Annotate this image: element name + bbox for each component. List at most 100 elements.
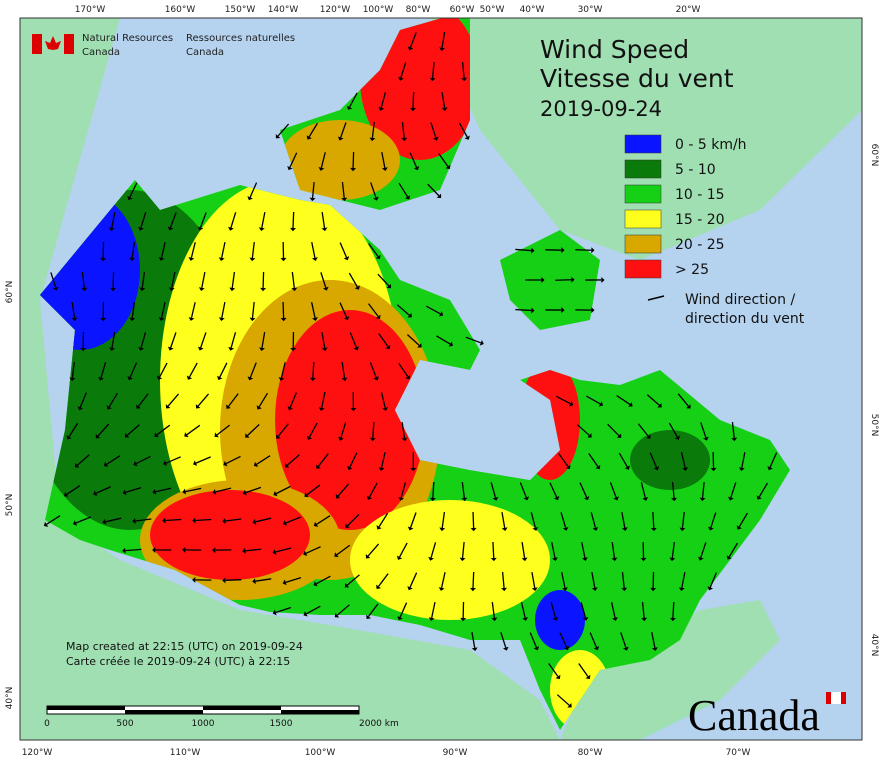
wind-arrow-head: [290, 227, 297, 232]
wind-arrow-head: [318, 167, 325, 171]
wind-arrow: [305, 605, 321, 615]
wind-arrow: [401, 421, 406, 439]
longitude-label: 70°W: [726, 748, 751, 758]
wind-arrow-head: [398, 76, 404, 81]
header: Natural Resources Canada Ressources natu…: [32, 33, 295, 58]
wind-arrow-head: [490, 557, 497, 562]
wind-arrow-head: [341, 197, 348, 202]
title-fr: Vitesse du vent: [540, 64, 734, 93]
wind-arrow-head: [553, 496, 560, 501]
wind-arrow-head: [74, 463, 80, 468]
wind-arrow: [261, 332, 266, 348]
wind-arrow: [186, 424, 201, 436]
wind-arrow: [609, 482, 617, 498]
wind-arrow: [125, 548, 142, 552]
wind-arrow-head: [313, 521, 319, 527]
wind-arrow: [548, 663, 559, 677]
wind-arrow: [76, 454, 90, 466]
wind-arrow-head: [245, 433, 250, 438]
wind-arrow: [588, 453, 599, 467]
wind-arrow-head: [611, 557, 618, 562]
wind-arrow: [580, 602, 587, 618]
wind-arrow: [371, 121, 375, 139]
wind-arrow-head: [436, 193, 442, 199]
legend-swatch: [624, 259, 662, 279]
wind-arrow-head: [624, 465, 630, 470]
wind-arrow-head: [441, 107, 448, 112]
wind-arrow-head: [335, 494, 341, 499]
wind-arrow-head: [571, 276, 575, 283]
wind-arrow-head: [193, 460, 198, 466]
wind-arrow-head: [562, 587, 568, 591]
wind-arrow-head: [122, 489, 127, 496]
scale-label: 1500: [270, 719, 293, 729]
wind-arrow-head: [531, 307, 535, 314]
longitude-label: 110°W: [170, 748, 201, 758]
wind-arrow: [649, 452, 658, 468]
wind-arrow: [225, 579, 242, 581]
wind-arrow: [316, 515, 331, 525]
wind-arrow-head: [703, 436, 709, 441]
wind-arrow-head: [127, 376, 133, 381]
wind-arrow: [215, 487, 232, 493]
wind-arrow-head: [373, 376, 380, 381]
wind-arrow-head: [407, 46, 414, 51]
wind-arrow: [378, 512, 389, 528]
wind-arrow: [431, 61, 435, 79]
longitude-label: 170°W: [75, 5, 106, 15]
wind-arrow-head: [561, 307, 565, 314]
wind-arrow: [769, 452, 778, 468]
wind-arrow: [561, 572, 566, 588]
wind-arrow-head: [640, 557, 647, 562]
wind-arrow: [219, 362, 228, 378]
wind-arrow: [681, 511, 685, 529]
wind-arrow-head: [218, 317, 225, 321]
wind-arrow-head: [501, 527, 508, 532]
wind-arrow-head: [344, 582, 350, 588]
wind-arrow: [337, 483, 350, 497]
wind-arrow-head: [407, 526, 414, 531]
graticule-labels: 170°W 160°W 150°W 140°W 120°W 100°W 80°W 60°W 50…: [5, 5, 879, 758]
wind-arrow-head: [217, 375, 223, 381]
wind-arrows: [43, 31, 778, 708]
arrow-symbol: [647, 295, 665, 301]
wind-arrow: [560, 512, 567, 528]
wind-arrow: [347, 513, 360, 527]
wind-arrow-head: [621, 527, 628, 532]
wind-arrow: [461, 541, 465, 559]
wind-arrow-head: [565, 464, 571, 470]
wind-arrow-head: [612, 617, 618, 621]
wind-arrow: [438, 153, 449, 167]
wind-arrow-head: [708, 526, 714, 531]
wind-arrow: [430, 542, 437, 558]
wind-arrow: [519, 482, 527, 498]
wind-arrow-head: [350, 167, 357, 172]
wind-arrow-head: [373, 196, 379, 201]
wind-arrow-head: [382, 407, 389, 411]
wind-arrow: [216, 424, 231, 436]
wind-arrow: [646, 394, 660, 406]
wind-arrow: [616, 395, 631, 405]
wind-arrow: [531, 572, 536, 588]
wind-arrow: [441, 91, 446, 109]
wind-arrow: [311, 302, 316, 318]
longitude-label: 50°W: [480, 5, 505, 15]
wind-arrow-head: [438, 587, 445, 591]
wind-arrow: [195, 518, 212, 522]
wind-arrow: [671, 541, 676, 559]
wind-arrow: [369, 362, 377, 378]
wind-arrow: [458, 122, 468, 138]
wind-arrow-head: [222, 577, 226, 584]
wind-arrow: [501, 571, 505, 589]
wind-arrow: [436, 335, 451, 345]
wind-arrow-head: [291, 287, 298, 292]
wind-arrow-head: [253, 461, 259, 467]
wind-arrow-head: [252, 578, 256, 585]
wind-arrow-head: [401, 137, 408, 142]
scale-label: 500: [116, 719, 133, 729]
wind-arrow-head: [110, 287, 117, 292]
wind-arrow: [321, 332, 326, 348]
wind-arrow: [515, 308, 532, 312]
wind-arrow-head: [445, 164, 451, 170]
wind-arrow-head: [531, 247, 535, 254]
